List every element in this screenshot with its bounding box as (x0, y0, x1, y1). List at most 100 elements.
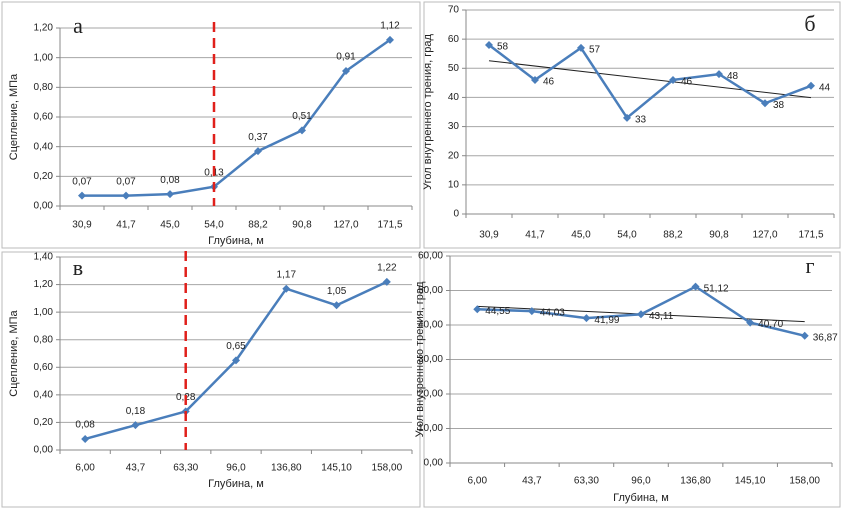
data-point (232, 356, 240, 365)
x-tick-label: 127,0 (333, 220, 358, 231)
data-point (78, 191, 86, 200)
data-point (577, 43, 585, 52)
x-tick-label: 96,0 (226, 463, 246, 474)
data-label: 36,87 (813, 332, 838, 343)
x-tick-label: 41,7 (525, 230, 545, 241)
y-tick-label: 50,00 (418, 285, 443, 296)
x-tick-label: 171,5 (798, 230, 823, 241)
data-point (81, 434, 90, 443)
x-tick-label: 6,00 (75, 463, 95, 474)
data-label: 0,07 (72, 176, 92, 187)
y-tick-label: 10,00 (418, 423, 443, 434)
data-label: 0,65 (226, 341, 246, 352)
data-point (122, 191, 130, 200)
data-label: 43,11 (649, 311, 674, 322)
data-point (332, 301, 341, 310)
y-tick-label: 60 (448, 34, 460, 45)
panel-label: а (73, 13, 83, 38)
x-tick-label: 30,9 (479, 230, 499, 241)
data-label: 1,22 (377, 262, 397, 273)
data-label: 0,18 (126, 406, 146, 417)
data-point (473, 305, 482, 314)
y-axis-label: Сцепление, МПа (8, 309, 20, 396)
data-label: 58 (497, 42, 509, 53)
x-tick-label: 54,0 (204, 220, 224, 231)
y-tick-label: 0,60 (34, 362, 54, 373)
data-point (485, 40, 493, 49)
y-tick-label: 0,20 (34, 171, 54, 182)
y-tick-label: 30 (448, 121, 460, 132)
data-label: 0,07 (116, 176, 136, 187)
x-tick-label: 88,2 (663, 230, 683, 241)
data-point (382, 277, 391, 286)
data-point (691, 282, 700, 291)
data-point (807, 81, 815, 90)
data-point (761, 99, 769, 108)
data-point (282, 284, 291, 293)
x-tick-label: 158,00 (789, 476, 820, 487)
y-tick-label: 0,40 (34, 141, 54, 152)
y-tick-label: 0,80 (34, 82, 54, 93)
y-tick-label: 20 (448, 150, 460, 161)
x-tick-label: 43,7 (126, 463, 146, 474)
x-tick-label: 90,8 (709, 230, 729, 241)
x-tick-label: 45,0 (160, 220, 180, 231)
data-point (166, 190, 174, 199)
data-point (527, 307, 536, 316)
y-tick-label: 0,60 (34, 112, 54, 123)
y-tick-label: 60,00 (418, 251, 443, 262)
data-label: 44 (819, 82, 831, 93)
data-label: 1,05 (327, 286, 347, 297)
panel-border (423, 1, 841, 249)
data-point (715, 70, 723, 79)
data-label: 51,12 (704, 283, 729, 294)
y-tick-label: 30,00 (418, 354, 443, 365)
panel-label: в (73, 255, 83, 280)
x-tick-label: 63,30 (574, 476, 599, 487)
y-axis-label: Сцепление, МПа (8, 73, 20, 160)
y-tick-label: 1,40 (34, 252, 54, 263)
data-line (488, 43, 812, 120)
panel-border (1, 1, 421, 249)
data-line (82, 38, 391, 197)
data-label: 46 (681, 77, 693, 88)
x-tick-label: 43,7 (522, 476, 542, 487)
y-tick-label: 20,00 (418, 389, 443, 400)
x-tick-label: 136,80 (680, 476, 711, 487)
y-tick-label: 1,20 (34, 23, 54, 34)
data-point (637, 310, 645, 319)
x-tick-label: 30,9 (72, 220, 92, 231)
x-tick-label: 41,7 (116, 220, 136, 231)
x-tick-label: 63,30 (173, 463, 198, 474)
data-label: 48 (727, 71, 739, 82)
data-point (800, 331, 809, 340)
trend-line (488, 60, 812, 99)
data-label: 44,55 (485, 306, 510, 317)
data-label: 46 (543, 77, 555, 88)
y-tick-label: 10 (448, 179, 460, 190)
data-label: 44,03 (540, 308, 565, 319)
data-point (298, 126, 306, 135)
x-axis-label: Глубина, м (208, 235, 264, 247)
y-tick-label: 0,40 (34, 389, 54, 400)
y-axis-label: Угол внутреннего трения, град (414, 281, 426, 437)
data-label: 1,17 (277, 269, 297, 280)
x-tick-label: 127,0 (752, 230, 777, 241)
x-tick-label: 145,10 (735, 476, 766, 487)
data-label: 0,37 (248, 132, 268, 143)
data-point (623, 113, 631, 122)
y-tick-label: 40,00 (418, 320, 443, 331)
y-tick-label: 70 (448, 5, 460, 16)
x-axis-label: Глубина, м (208, 478, 264, 490)
data-label: 33 (635, 114, 647, 125)
y-tick-label: 0,00 (424, 458, 444, 469)
y-tick-label: 0 (453, 209, 459, 220)
x-tick-label: 6,00 (468, 476, 488, 487)
y-tick-label: 1,00 (34, 307, 54, 318)
y-tick-label: 50 (448, 63, 460, 74)
x-tick-label: 45,0 (571, 230, 591, 241)
data-label: 0,91 (336, 52, 356, 63)
x-tick-label: 96,0 (631, 476, 651, 487)
data-point (386, 35, 394, 44)
y-tick-label: 40 (448, 92, 460, 103)
